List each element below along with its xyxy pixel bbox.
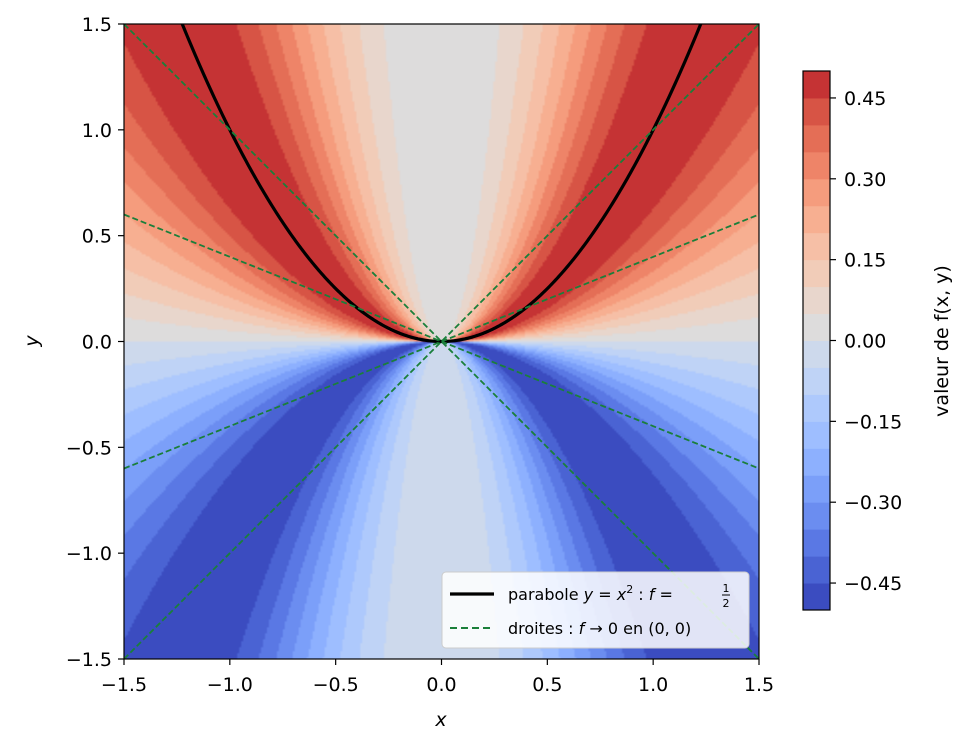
x-axis-label: x bbox=[434, 709, 447, 731]
colorbar-segment bbox=[803, 205, 830, 234]
colorbar-segment bbox=[803, 529, 830, 557]
y-tick-label: −0.5 bbox=[66, 437, 112, 459]
x-tick-label: −1.0 bbox=[207, 674, 253, 696]
y-tick-label: 0.5 bbox=[82, 226, 112, 248]
colorbar-label: valeur de f(x, y) bbox=[931, 265, 953, 417]
x-tick-label: 0.5 bbox=[532, 674, 562, 696]
y-tick-label: 1.5 bbox=[82, 14, 112, 36]
legend-box bbox=[441, 571, 750, 649]
x-tick-label: −0.5 bbox=[313, 674, 359, 696]
legend-fraction-denominator: 2 bbox=[723, 597, 730, 610]
colorbar-tick-label: 0.45 bbox=[844, 88, 886, 110]
colorbar-segment bbox=[803, 232, 830, 261]
colorbar-segment bbox=[803, 71, 830, 99]
x-tick-label: −1.5 bbox=[101, 674, 147, 696]
overlay-curves bbox=[124, 24, 759, 659]
colorbar-segment bbox=[803, 124, 830, 153]
colorbar: −0.45 −0.30 −0.15 0.00 0.15 0.30 0.45 valeur de… bbox=[802, 70, 953, 611]
y-tick-label: 0.0 bbox=[82, 332, 112, 354]
colorbar-tick-label: −0.45 bbox=[844, 573, 902, 595]
straight-line-2 bbox=[124, 24, 759, 659]
colorbar-segment bbox=[803, 421, 830, 449]
colorbar-segment bbox=[803, 97, 830, 126]
colorbar-segment bbox=[803, 313, 830, 341]
legend-label-parabola: parabole y = x2 : f = bbox=[508, 583, 673, 604]
x-tick-label: 1.0 bbox=[638, 674, 668, 696]
colorbar-tick-label: −0.30 bbox=[844, 492, 902, 514]
y-tick-label: −1.5 bbox=[66, 649, 112, 671]
colorbar-segment bbox=[803, 340, 830, 368]
y-tick-label: −1.0 bbox=[66, 543, 112, 565]
x-tick-label: 1.5 bbox=[744, 674, 774, 696]
colorbar-segment bbox=[803, 286, 830, 315]
colorbar-tick-label: −0.15 bbox=[844, 411, 902, 433]
legend: parabole y = x2 : f = 2 1 droites : f → 0 … bbox=[441, 571, 750, 649]
colorbar-segment bbox=[803, 475, 830, 503]
straight-line-1 bbox=[124, 24, 759, 659]
legend-fraction-numerator: 1 bbox=[723, 582, 730, 595]
parabola-curve bbox=[180, 24, 703, 344]
colorbar-segment bbox=[803, 394, 830, 422]
colorbar-segment bbox=[803, 367, 830, 395]
colorbar-segment bbox=[803, 151, 830, 180]
colorbar-tick-label: 0.30 bbox=[844, 169, 886, 191]
straight-line-3 bbox=[124, 213, 759, 470]
colorbar-tick-label: 0.15 bbox=[844, 250, 886, 272]
colorbar-segment bbox=[803, 178, 830, 207]
colorbar-segment bbox=[803, 502, 830, 530]
y-tick-label: 1.0 bbox=[82, 120, 112, 142]
colorbar-segment bbox=[803, 556, 830, 584]
colorbar-segment bbox=[803, 448, 830, 476]
straight-line-4 bbox=[124, 213, 759, 470]
axes: −1.5 −1.0 −0.5 0.0 0.5 1.0 1.5 −1.5 −1.0 −0.5 0.0 0… bbox=[66, 14, 774, 696]
legend-label-lines: droites : f → 0 en (0, 0) bbox=[508, 619, 691, 638]
y-axis-label: y bbox=[21, 335, 43, 348]
colorbar-tick-label: 0.00 bbox=[844, 331, 886, 353]
x-tick-label: 0.0 bbox=[426, 674, 456, 696]
colorbar-segment bbox=[803, 259, 830, 288]
colorbar-segment bbox=[803, 583, 830, 611]
